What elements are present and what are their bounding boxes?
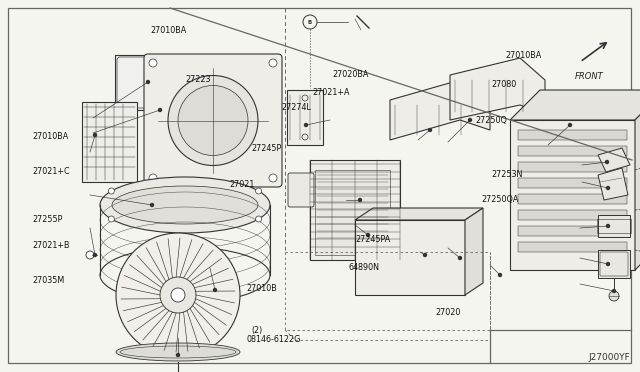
Text: 27245P: 27245P (252, 144, 282, 153)
Polygon shape (115, 55, 195, 110)
Circle shape (93, 253, 97, 257)
FancyBboxPatch shape (518, 130, 627, 140)
Polygon shape (450, 58, 545, 120)
Circle shape (177, 353, 179, 356)
Text: 27223: 27223 (186, 76, 211, 84)
Polygon shape (510, 90, 640, 120)
Circle shape (269, 59, 277, 67)
Polygon shape (315, 170, 390, 255)
Circle shape (429, 128, 431, 131)
Circle shape (255, 216, 262, 222)
Polygon shape (598, 168, 628, 200)
Text: 27035M: 27035M (32, 276, 64, 285)
Circle shape (607, 263, 609, 266)
Circle shape (86, 251, 94, 259)
Circle shape (612, 289, 616, 292)
Polygon shape (390, 80, 490, 140)
Polygon shape (355, 220, 465, 295)
Text: 27010B: 27010B (246, 284, 277, 293)
FancyBboxPatch shape (518, 194, 627, 204)
Ellipse shape (112, 186, 258, 224)
Circle shape (150, 203, 154, 206)
Text: 27255P: 27255P (32, 215, 62, 224)
FancyBboxPatch shape (518, 162, 627, 172)
Text: 27021+A: 27021+A (312, 88, 350, 97)
Circle shape (214, 289, 216, 292)
FancyBboxPatch shape (598, 250, 630, 278)
Text: J27000YF: J27000YF (588, 353, 630, 362)
Text: 27010BA: 27010BA (32, 132, 68, 141)
FancyBboxPatch shape (518, 226, 627, 236)
Text: 27250QA: 27250QA (481, 195, 518, 203)
FancyBboxPatch shape (598, 215, 630, 237)
Circle shape (255, 188, 262, 194)
Circle shape (269, 174, 277, 182)
Circle shape (149, 59, 157, 67)
FancyBboxPatch shape (310, 160, 400, 260)
FancyBboxPatch shape (518, 242, 627, 252)
Ellipse shape (116, 343, 240, 361)
Polygon shape (635, 90, 640, 270)
Text: 27245PA: 27245PA (355, 235, 390, 244)
Circle shape (607, 224, 609, 228)
Text: 27080: 27080 (492, 80, 516, 89)
FancyBboxPatch shape (288, 173, 314, 207)
Circle shape (168, 76, 258, 166)
Text: 27010BA: 27010BA (150, 26, 187, 35)
Text: 27020BA: 27020BA (333, 70, 369, 79)
Circle shape (367, 234, 369, 237)
FancyBboxPatch shape (287, 90, 323, 145)
Circle shape (149, 174, 157, 182)
Text: 27021: 27021 (229, 180, 255, 189)
Circle shape (607, 186, 609, 189)
Circle shape (568, 124, 572, 126)
Circle shape (178, 86, 248, 155)
Circle shape (609, 291, 619, 301)
Circle shape (116, 233, 240, 357)
Polygon shape (598, 148, 630, 172)
Circle shape (93, 134, 97, 137)
Text: 27274L: 27274L (282, 103, 312, 112)
Circle shape (468, 119, 472, 122)
FancyBboxPatch shape (144, 54, 282, 187)
Text: 27253N: 27253N (492, 170, 523, 179)
Text: 27021+C: 27021+C (32, 167, 70, 176)
Circle shape (499, 273, 502, 276)
Text: B: B (308, 19, 312, 25)
FancyBboxPatch shape (518, 210, 627, 220)
Circle shape (147, 80, 150, 83)
Circle shape (108, 216, 115, 222)
FancyBboxPatch shape (518, 178, 627, 188)
Circle shape (358, 199, 362, 202)
Text: FRONT: FRONT (575, 72, 604, 81)
Circle shape (108, 188, 115, 194)
Polygon shape (510, 120, 635, 270)
Text: 27021+B: 27021+B (32, 241, 70, 250)
Circle shape (424, 253, 426, 257)
Text: 27010BA: 27010BA (506, 51, 542, 60)
Text: 27020: 27020 (435, 308, 461, 317)
Circle shape (159, 109, 161, 112)
Circle shape (171, 288, 185, 302)
Circle shape (605, 160, 609, 164)
Text: 27250Q: 27250Q (475, 116, 507, 125)
FancyBboxPatch shape (82, 102, 137, 182)
Circle shape (305, 124, 307, 126)
Text: (2): (2) (252, 326, 263, 335)
Circle shape (458, 257, 461, 260)
Ellipse shape (100, 177, 270, 233)
Circle shape (160, 277, 196, 313)
FancyBboxPatch shape (518, 146, 627, 156)
Polygon shape (465, 208, 483, 295)
Text: 64890N: 64890N (349, 263, 380, 272)
Polygon shape (355, 208, 483, 220)
Text: 08146-6122G: 08146-6122G (246, 335, 301, 344)
